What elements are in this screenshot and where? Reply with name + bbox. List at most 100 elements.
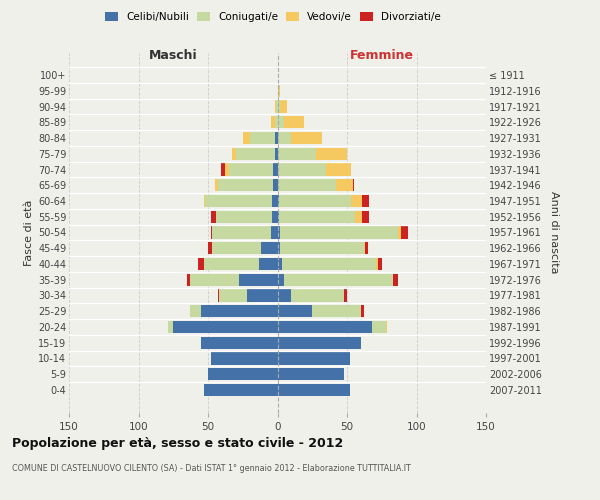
Bar xyxy=(376,258,377,270)
Bar xyxy=(217,210,272,223)
Bar xyxy=(393,274,398,286)
Bar xyxy=(277,305,312,318)
Bar xyxy=(205,195,272,207)
Bar xyxy=(275,100,276,112)
Bar xyxy=(277,179,336,192)
Bar xyxy=(239,274,277,286)
Bar xyxy=(362,210,369,223)
Bar xyxy=(355,210,362,223)
Bar xyxy=(187,274,190,286)
Bar xyxy=(276,100,277,112)
Bar xyxy=(190,274,239,286)
Bar xyxy=(277,274,284,286)
Bar xyxy=(274,179,277,192)
Bar xyxy=(275,148,277,160)
Bar xyxy=(336,179,353,192)
Bar xyxy=(198,258,204,270)
Bar xyxy=(280,226,398,238)
Bar xyxy=(279,195,351,207)
Bar xyxy=(277,148,316,160)
Bar xyxy=(204,195,205,207)
Bar xyxy=(219,290,247,302)
Bar xyxy=(277,100,280,112)
Legend: Celibi/Nubili, Coniugati/e, Vedovi/e, Divorziati/e: Celibi/Nubili, Coniugati/e, Vedovi/e, Di… xyxy=(101,8,445,26)
Bar xyxy=(221,164,224,175)
Bar xyxy=(277,116,284,128)
Bar xyxy=(247,290,277,302)
Bar xyxy=(259,258,277,270)
Text: Maschi: Maschi xyxy=(149,50,197,62)
Bar xyxy=(292,132,322,144)
Bar xyxy=(277,336,361,349)
Bar xyxy=(218,179,274,192)
Bar xyxy=(211,352,277,364)
Bar xyxy=(243,132,250,144)
Bar xyxy=(272,210,277,223)
Bar xyxy=(277,164,326,175)
Text: Popolazione per età, sesso e stato civile - 2012: Popolazione per età, sesso e stato civil… xyxy=(12,438,343,450)
Bar xyxy=(292,290,344,302)
Bar xyxy=(218,290,219,302)
Bar xyxy=(284,274,393,286)
Bar xyxy=(362,195,369,207)
Bar xyxy=(398,226,401,238)
Bar xyxy=(401,226,408,238)
Bar xyxy=(277,352,350,364)
Bar xyxy=(361,305,364,318)
Bar xyxy=(224,164,229,175)
Bar xyxy=(277,84,279,97)
Bar xyxy=(351,195,362,207)
Bar xyxy=(312,305,361,318)
Bar xyxy=(212,226,271,238)
Text: Femmine: Femmine xyxy=(350,50,414,62)
Bar xyxy=(277,226,280,238)
Bar xyxy=(275,116,277,128)
Bar xyxy=(386,321,388,333)
Bar xyxy=(173,321,277,333)
Bar xyxy=(215,179,218,192)
Bar xyxy=(277,242,280,254)
Bar xyxy=(277,132,292,144)
Bar xyxy=(229,164,274,175)
Bar xyxy=(316,148,347,160)
Bar xyxy=(236,148,275,160)
Bar xyxy=(364,242,365,254)
Bar xyxy=(271,116,275,128)
Bar xyxy=(277,195,279,207)
Bar xyxy=(208,368,277,380)
Bar xyxy=(277,368,344,380)
Bar xyxy=(204,258,259,270)
Bar xyxy=(275,132,277,144)
Bar xyxy=(204,384,277,396)
Bar xyxy=(277,290,292,302)
Bar xyxy=(274,164,277,175)
Bar xyxy=(280,100,287,112)
Bar xyxy=(277,384,350,396)
Bar xyxy=(167,321,173,333)
Bar xyxy=(211,210,217,223)
Bar xyxy=(326,164,351,175)
Bar xyxy=(201,305,277,318)
Bar xyxy=(250,132,275,144)
Bar xyxy=(212,242,261,254)
Bar xyxy=(353,179,354,192)
Bar xyxy=(277,321,372,333)
Bar xyxy=(208,242,212,254)
Bar xyxy=(232,148,236,160)
Bar xyxy=(365,242,368,254)
Bar xyxy=(372,321,386,333)
Bar xyxy=(277,258,281,270)
Bar xyxy=(272,195,277,207)
Bar xyxy=(190,305,201,318)
Bar xyxy=(344,290,347,302)
Bar xyxy=(201,336,277,349)
Bar xyxy=(377,258,382,270)
Bar xyxy=(279,210,355,223)
Bar xyxy=(277,210,279,223)
Text: COMUNE DI CASTELNUOVO CILENTO (SA) - Dati ISTAT 1° gennaio 2012 - Elaborazione T: COMUNE DI CASTELNUOVO CILENTO (SA) - Dat… xyxy=(12,464,411,473)
Bar xyxy=(281,258,376,270)
Bar xyxy=(284,116,304,128)
Bar xyxy=(279,84,280,97)
Bar xyxy=(261,242,277,254)
Bar xyxy=(271,226,277,238)
